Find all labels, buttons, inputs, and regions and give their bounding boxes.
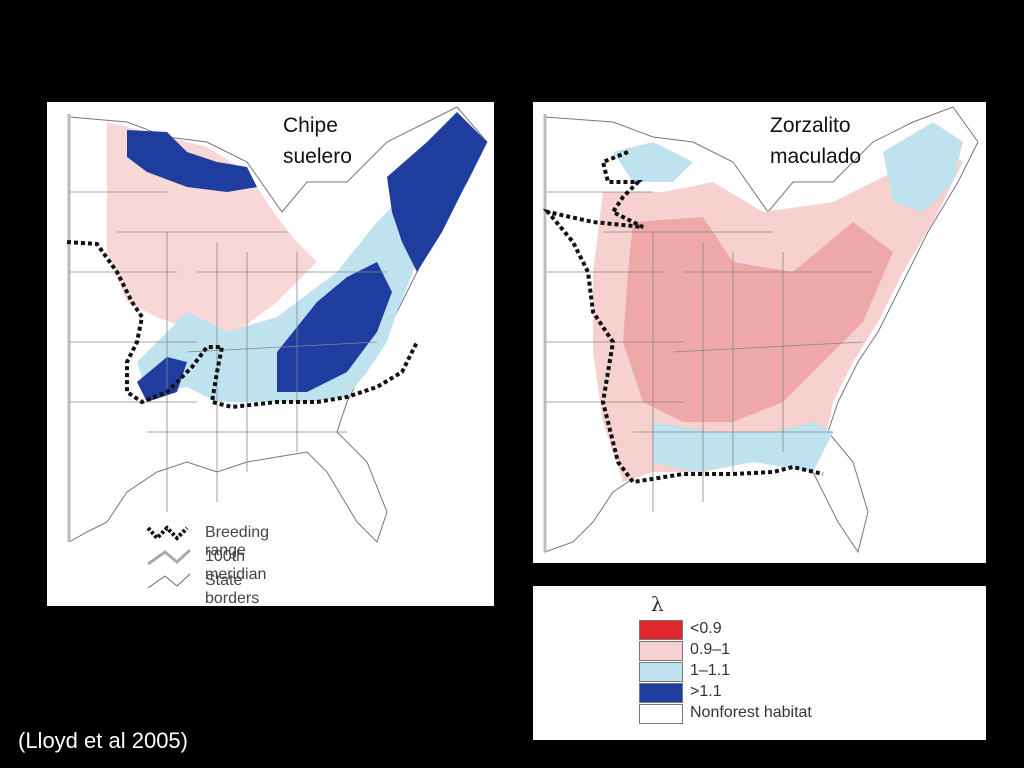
breeding-range-line bbox=[66, 240, 419, 410]
legend-swatch bbox=[639, 620, 683, 640]
map-panel-chipe-suelero: Chipe suelero Breeding range 100th merid… bbox=[47, 102, 494, 606]
habitat-darkblue-northeast bbox=[387, 112, 487, 272]
legend-swatch bbox=[639, 704, 683, 724]
legend-state-borders-label: State borders bbox=[205, 572, 260, 606]
legend-item-label: 1–1.1 bbox=[690, 662, 731, 679]
citation: (Lloyd et al 2005) bbox=[18, 728, 188, 753]
dotted-zigzag-icon bbox=[146, 525, 189, 541]
double-line-icon bbox=[147, 548, 192, 566]
legend-item-label: >1.1 bbox=[690, 683, 722, 700]
map-zorzalito-maculado bbox=[542, 106, 979, 554]
map-title-zorzalito-maculado: Zorzalito maculado bbox=[770, 114, 862, 168]
habitat-darkblue-appalachian bbox=[277, 262, 392, 392]
habitat-red-patches bbox=[623, 217, 893, 422]
lambda-legend-panel: λ <0.9 0.9–1 1–1.1 >1.1 Nonforest habitat bbox=[533, 586, 986, 740]
habitat-lightblue-northeast bbox=[883, 122, 963, 212]
habitat-lightblue-south bbox=[653, 422, 833, 472]
thin-line-icon bbox=[147, 573, 191, 589]
legend-item-label: Nonforest habitat bbox=[690, 704, 812, 721]
legend-breeding-range-label: Breeding range bbox=[205, 524, 270, 559]
habitat-lightblue bbox=[137, 162, 467, 402]
state-borders bbox=[545, 191, 873, 512]
legend-swatch bbox=[639, 683, 683, 703]
legend-meridian-label: 100th meridian bbox=[205, 548, 267, 583]
map-chipe-suelero bbox=[66, 106, 488, 543]
map-title-chipe-suelero: Chipe suelero bbox=[283, 114, 352, 168]
breeding-range-line bbox=[542, 150, 824, 485]
legend-item-label: <0.9 bbox=[690, 620, 722, 637]
habitat-darkblue-west bbox=[137, 357, 187, 402]
legend-item-label: 0.9–1 bbox=[690, 641, 731, 658]
legend-swatch bbox=[639, 662, 683, 682]
state-borders bbox=[69, 191, 387, 512]
map-panel-zorzalito-maculado: Zorzalito maculado bbox=[533, 102, 986, 563]
habitat-darkblue-north bbox=[127, 130, 257, 192]
lambda-symbol: λ bbox=[651, 592, 664, 616]
legend-swatch bbox=[639, 641, 683, 661]
habitat-lightblue-north bbox=[613, 142, 693, 182]
